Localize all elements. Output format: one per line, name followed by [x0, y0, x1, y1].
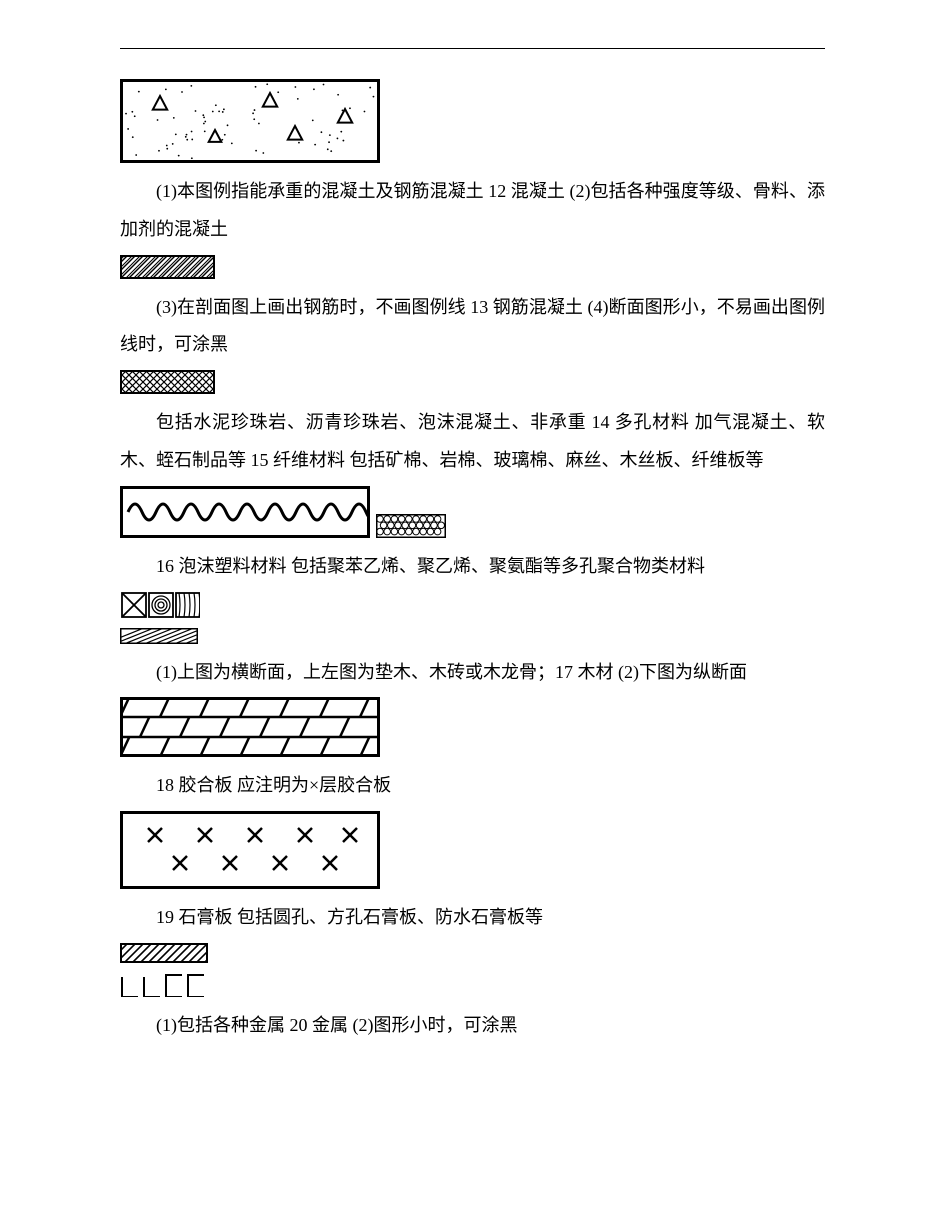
paragraph: (1)上图为横断面，上左图为垫木、木砖或木龙骨；17 木材 (2)下图为纵断面	[120, 654, 825, 692]
paragraph: 19 石膏板 包括圆孔、方孔石膏板、防水石膏板等	[120, 899, 825, 937]
paragraph: (1)包括各种金属 20 金属 (2)图形小时，可涂黑	[120, 1007, 825, 1045]
material-symbol	[120, 79, 825, 163]
material-symbol	[120, 592, 825, 618]
material-symbol	[120, 255, 825, 279]
material-symbol	[120, 628, 825, 644]
material-symbol	[120, 697, 825, 757]
material-symbol	[120, 486, 370, 538]
material-symbol	[120, 973, 825, 997]
material-symbol	[120, 370, 825, 394]
paragraph: 16 泡沫塑料材料 包括聚苯乙烯、聚乙烯、聚氨酯等多孔聚合物类材料	[120, 548, 825, 586]
document-body: (1)本图例指能承重的混凝土及钢筋混凝土 12 混凝土 (2)包括各种强度等级、…	[120, 79, 825, 1045]
paragraph: (1)本图例指能承重的混凝土及钢筋混凝土 12 混凝土 (2)包括各种强度等级、…	[120, 173, 825, 249]
paragraph: (3)在剖面图上画出钢筋时，不画图例线 13 钢筋混凝土 (4)断面图形小，不易…	[120, 289, 825, 365]
document-page: (1)本图例指能承重的混凝土及钢筋混凝土 12 混凝土 (2)包括各种强度等级、…	[0, 0, 945, 1091]
material-symbol	[120, 943, 825, 963]
paragraph: 18 胶合板 应注明为×层胶合板	[120, 767, 825, 805]
horizontal-rule	[120, 48, 825, 49]
material-symbol-row	[120, 486, 825, 538]
material-symbol	[120, 811, 825, 889]
paragraph: 包括水泥珍珠岩、沥青珍珠岩、泡沫混凝土、非承重 14 多孔材料 加气混凝土、软木…	[120, 404, 825, 480]
material-symbol	[376, 514, 446, 538]
